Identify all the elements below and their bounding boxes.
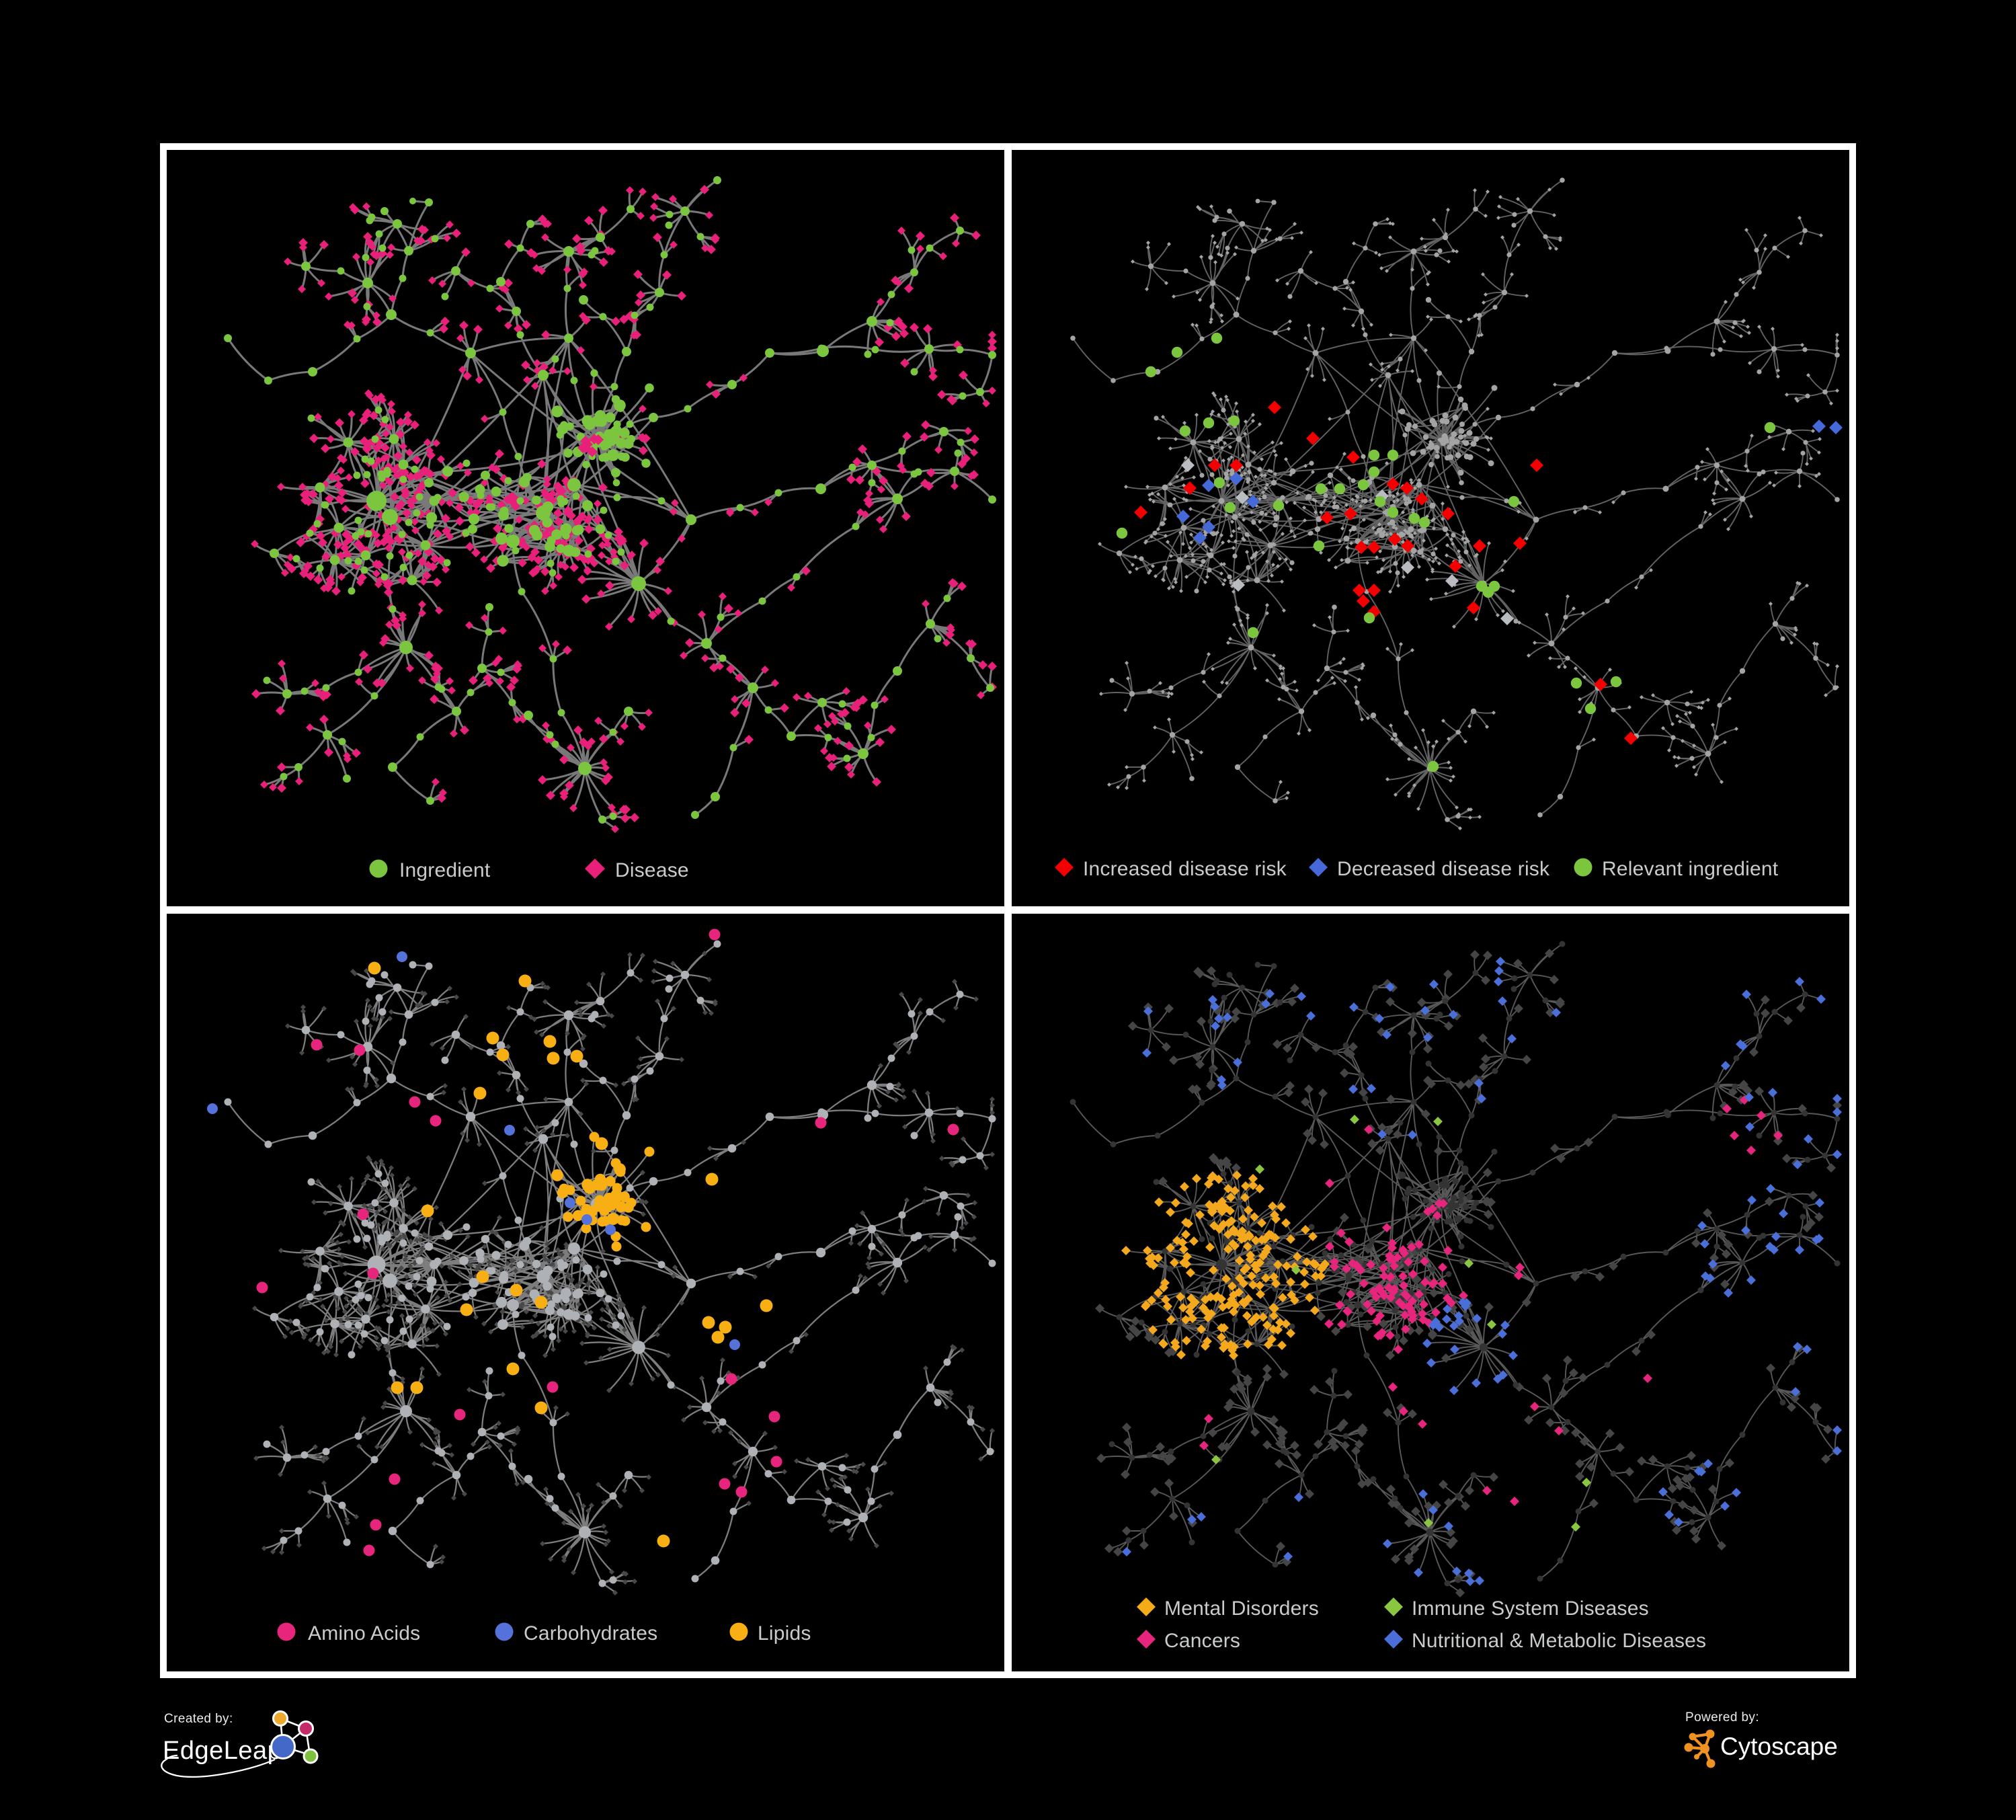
svg-text:Increased disease risk: Increased disease risk xyxy=(1083,858,1287,880)
svg-text:Immune System Diseases: Immune System Diseases xyxy=(1412,1597,1649,1620)
svg-text:Disease: Disease xyxy=(615,859,689,881)
svg-text:Powered by:: Powered by: xyxy=(1685,1710,1759,1725)
svg-text:Carbohydrates: Carbohydrates xyxy=(524,1622,657,1645)
svg-text:Ingredient: Ingredient xyxy=(399,859,491,881)
svg-text:Amino Acids: Amino Acids xyxy=(308,1622,420,1645)
svg-text:Mental Disorders: Mental Disorders xyxy=(1164,1597,1319,1620)
svg-text:Created by:: Created by: xyxy=(164,1712,233,1726)
svg-text:Relevant ingredient: Relevant ingredient xyxy=(1602,858,1779,880)
svg-text:Cytoscape: Cytoscape xyxy=(1720,1733,1838,1760)
svg-text:Cancers: Cancers xyxy=(1164,1630,1240,1652)
svg-text:Decreased disease risk: Decreased disease risk xyxy=(1337,858,1550,880)
svg-text:Lipids: Lipids xyxy=(758,1622,811,1645)
svg-text:EdgeLeap: EdgeLeap xyxy=(163,1737,282,1765)
svg-text:Nutritional & Metabolic Diseas: Nutritional & Metabolic Diseases xyxy=(1412,1630,1706,1652)
